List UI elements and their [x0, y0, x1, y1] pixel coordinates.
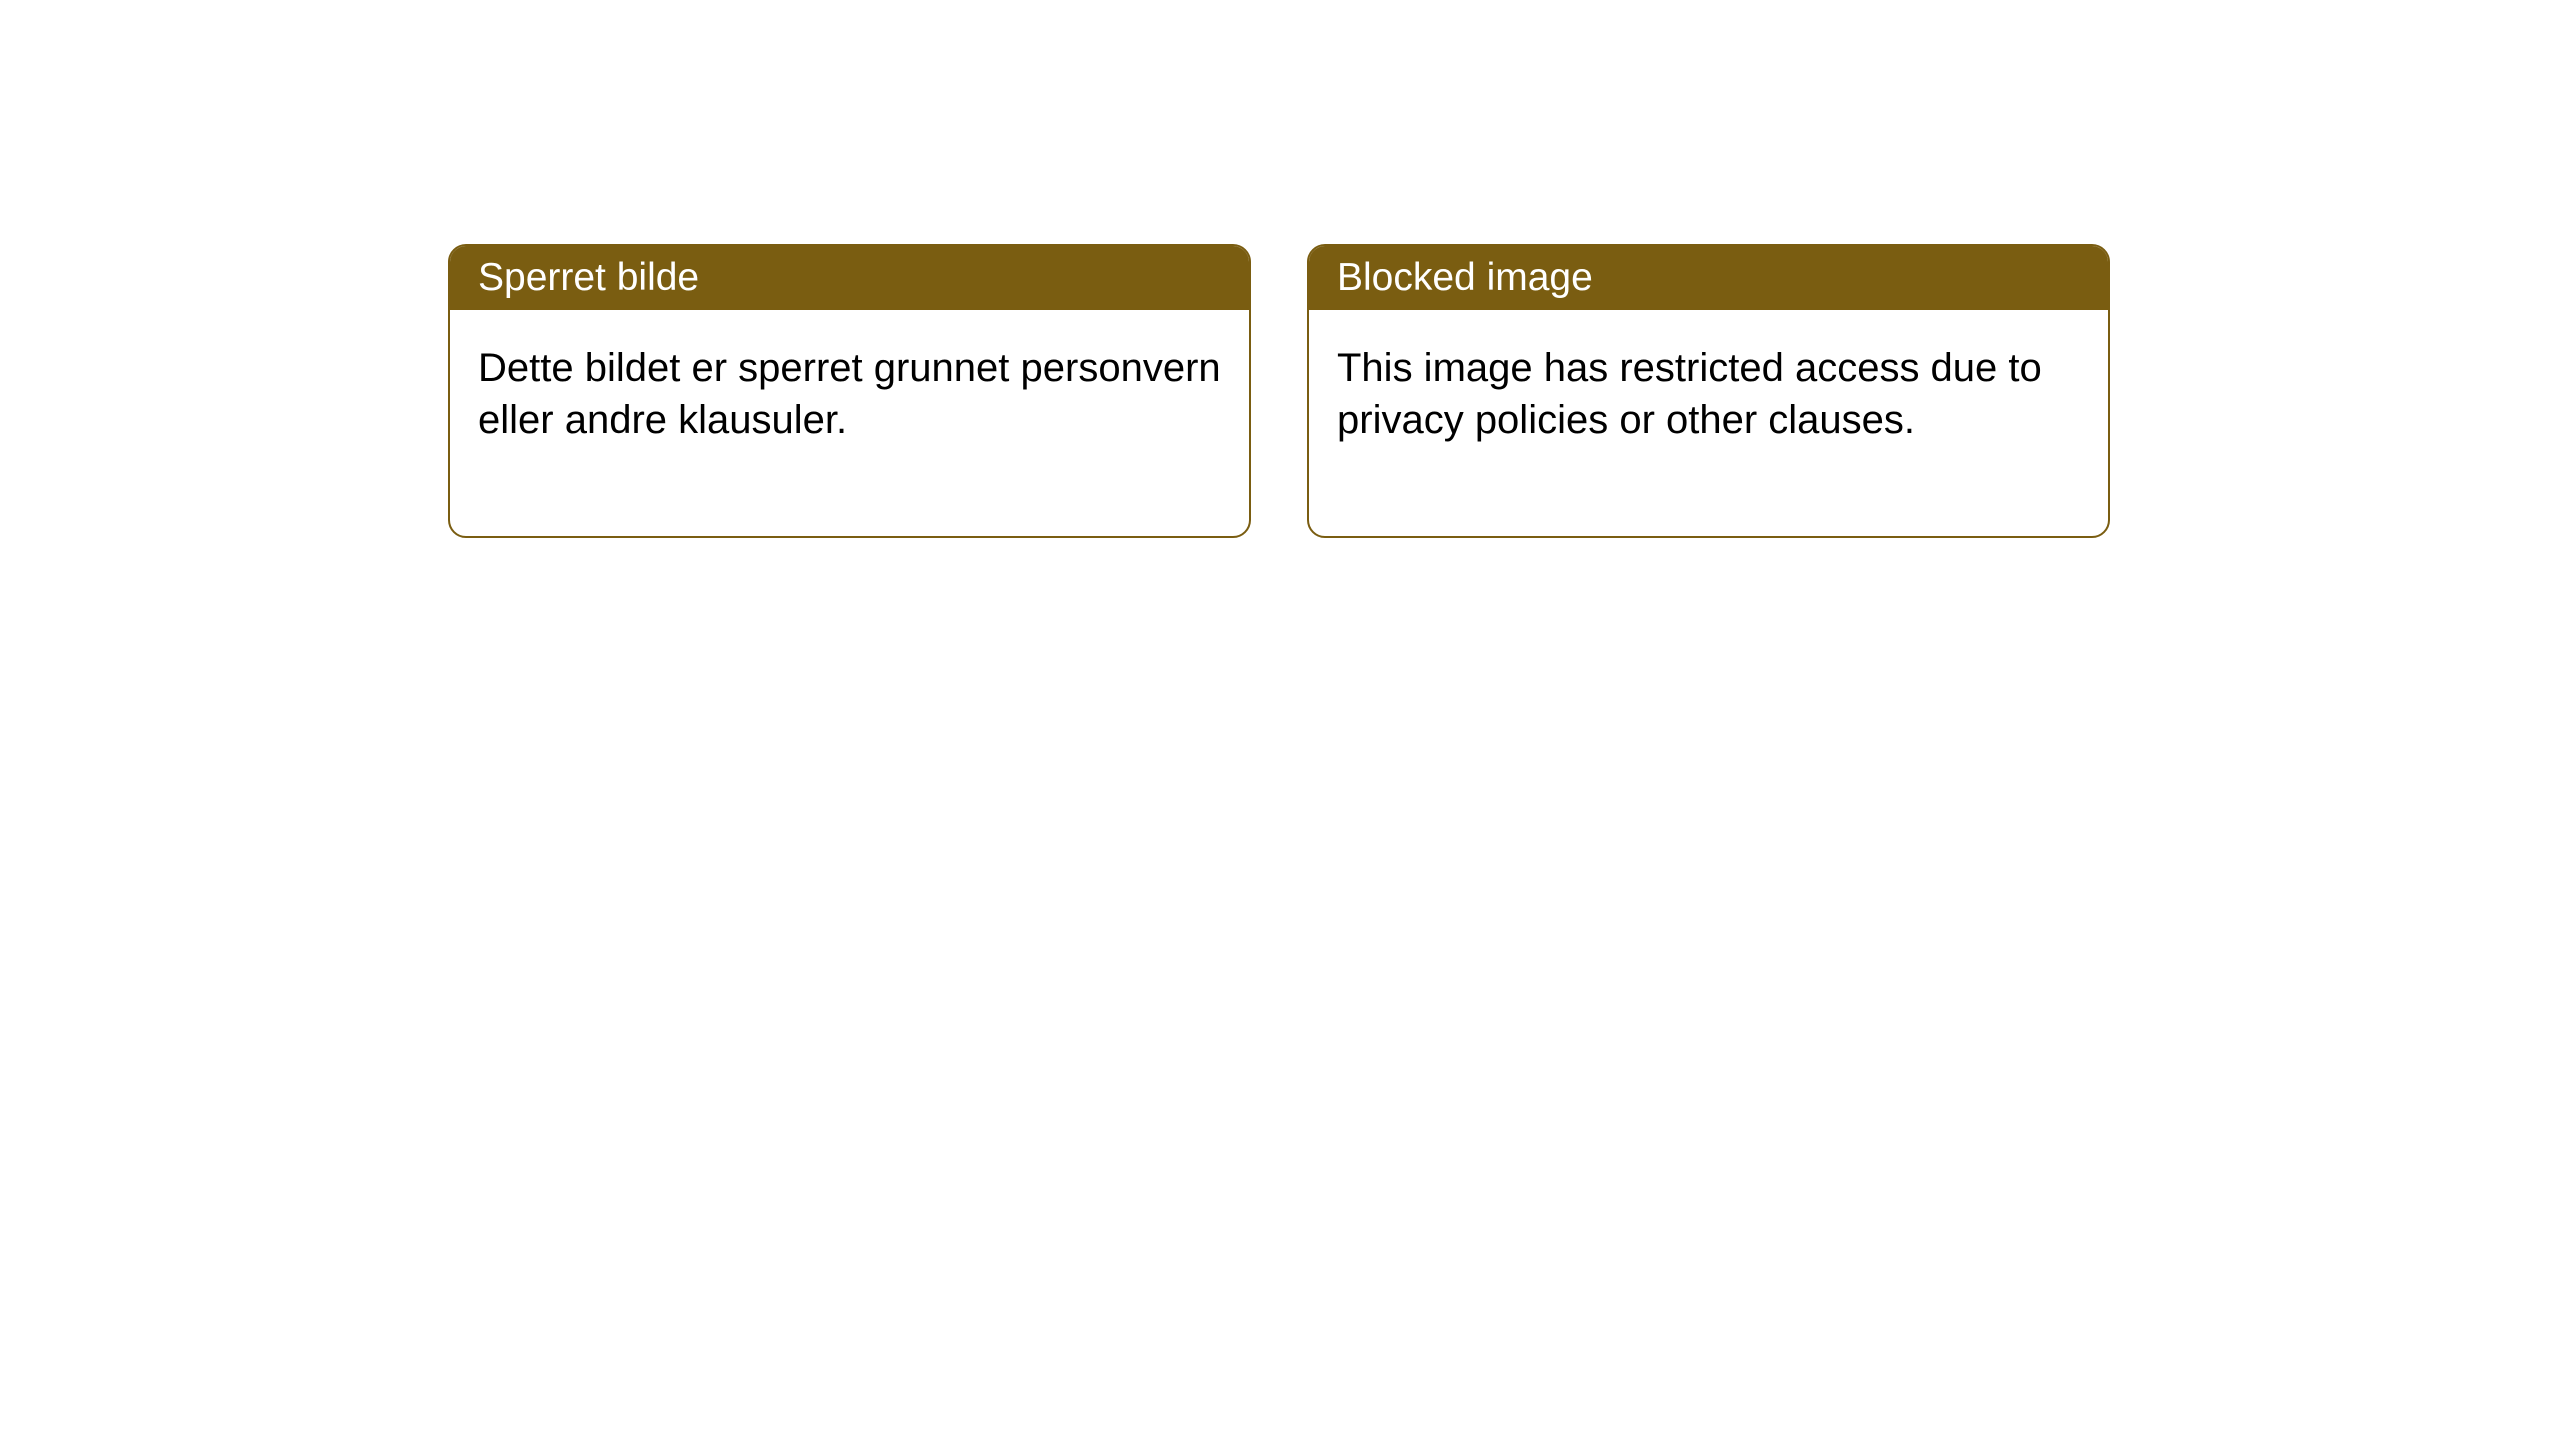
notice-body: This image has restricted access due to … [1309, 310, 2108, 536]
notice-title: Blocked image [1337, 256, 1593, 299]
notice-title: Sperret bilde [478, 256, 699, 299]
notice-card-english: Blocked image This image has restricted … [1307, 244, 2110, 538]
notice-header: Blocked image [1309, 246, 2108, 310]
notice-body: Dette bildet er sperret grunnet personve… [450, 310, 1249, 536]
notice-body-text: This image has restricted access due to … [1337, 346, 2042, 442]
notice-body-text: Dette bildet er sperret grunnet personve… [478, 346, 1221, 442]
notice-container: Sperret bilde Dette bildet er sperret gr… [0, 0, 2560, 538]
notice-header: Sperret bilde [450, 246, 1249, 310]
notice-card-norwegian: Sperret bilde Dette bildet er sperret gr… [448, 244, 1251, 538]
